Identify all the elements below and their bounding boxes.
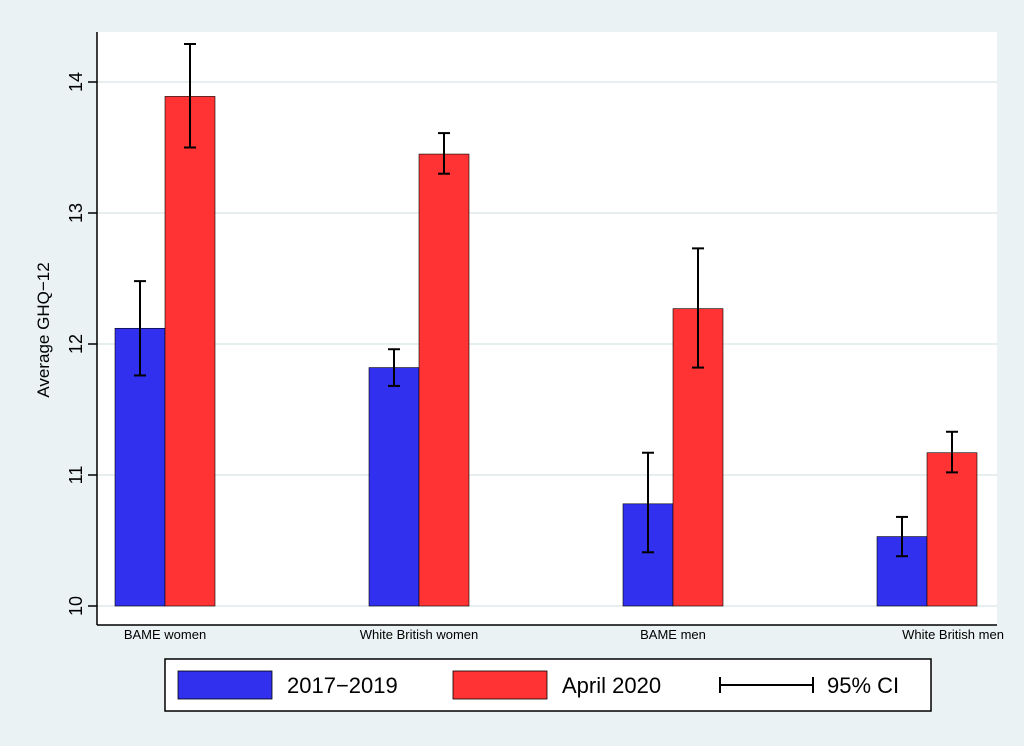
error-bar-2017-2019-white-british-men	[896, 515, 908, 558]
category-label-white-british-women: White British women	[360, 627, 478, 642]
category-labels: BAME women White British women BAME men Whi…	[124, 627, 1004, 642]
legend-ci-icon	[719, 677, 814, 693]
error-bar-april-2020-white-british-women	[438, 132, 450, 175]
y-tick-label-14: 14	[66, 72, 86, 92]
grid-lines	[97, 81, 997, 607]
error-bar-2017-2019-bame-men	[642, 451, 654, 554]
error-bar-2017-2019-white-british-women	[388, 348, 400, 387]
legend-label-2017-2019: 2017−2019	[287, 673, 398, 698]
y-tick-label-12: 12	[66, 334, 86, 354]
plot-area	[97, 32, 997, 625]
legend-label-april-2020: April 2020	[562, 673, 661, 698]
error-bars	[134, 43, 958, 558]
legend-swatch-2017-2019	[177, 670, 273, 700]
y-tick-label-11: 11	[66, 466, 86, 485]
category-label-white-british-men: White British men	[902, 627, 1004, 642]
y-tick-label-10: 10	[66, 596, 86, 616]
legend: 2017−2019 April 2020 95% CI	[164, 658, 932, 712]
category-label-bame-men: BAME men	[640, 627, 706, 642]
y-tick-label-13: 13	[66, 203, 86, 223]
category-label-bame-women: BAME women	[124, 627, 206, 642]
y-axis-label: Average GHQ−12	[34, 262, 53, 397]
legend-box	[164, 658, 932, 712]
legend-label-ci: 95% CI	[827, 673, 899, 698]
bars	[114, 96, 978, 607]
bar-april-2020-white-british-men	[926, 452, 978, 607]
error-bar-april-2020-bame-men	[692, 247, 704, 369]
bar-april-2020-white-british-women	[418, 153, 470, 607]
y-ticks: 10 11 12 13 14	[66, 72, 97, 616]
error-bar-april-2020-bame-women	[184, 43, 196, 149]
bar-2017-2019-white-british-women	[368, 367, 420, 607]
legend-swatch-april-2020	[452, 670, 548, 700]
error-bar-april-2020-white-british-men	[946, 430, 958, 474]
error-bar-2017-2019-bame-women	[134, 280, 146, 377]
bar-april-2020-bame-women	[164, 96, 216, 607]
